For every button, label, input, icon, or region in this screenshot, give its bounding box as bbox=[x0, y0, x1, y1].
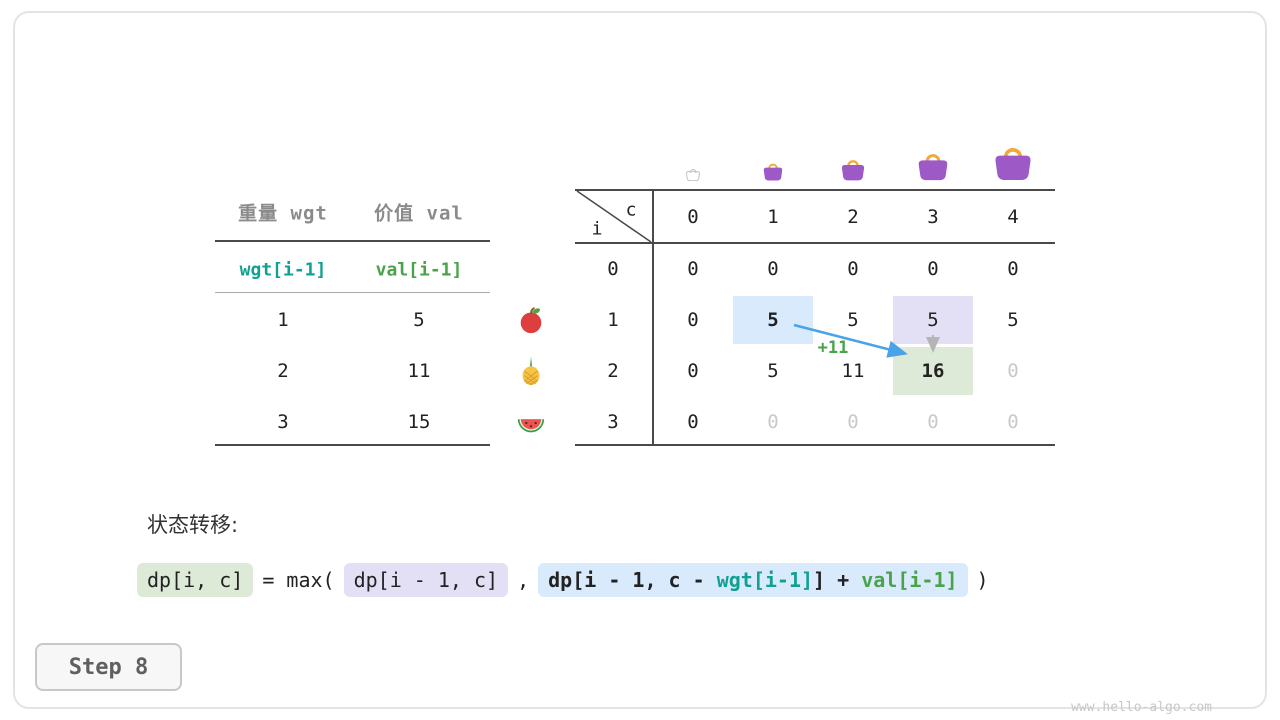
dp-cell-0-4: 0 bbox=[1007, 258, 1019, 280]
dp-cell-2-0: 0 bbox=[687, 360, 699, 382]
dp-cell-1-3: 5 bbox=[927, 309, 939, 331]
formula-arg2-wgt: wgt[i-1] bbox=[716, 568, 814, 592]
item-table-formula-divider bbox=[215, 292, 490, 293]
dp-col-header-1: 1 bbox=[767, 206, 779, 228]
dp-table-top-divider bbox=[575, 189, 1055, 191]
item-wgt-2: 2 bbox=[277, 360, 289, 382]
transition-label: 状态转移: bbox=[147, 513, 239, 537]
dp-table-bottom-divider bbox=[575, 444, 1055, 446]
dp-cell-3-2: 0 bbox=[847, 411, 859, 433]
dp-cell-0-3: 0 bbox=[927, 258, 939, 280]
bag-small-icon bbox=[762, 161, 785, 181]
dp-col-header-3: 3 bbox=[927, 206, 939, 228]
bag-xlarge-icon bbox=[991, 143, 1035, 181]
item-table-header-weight: 重量 wgt bbox=[238, 202, 328, 225]
dp-cell-0-2: 0 bbox=[847, 258, 859, 280]
dp-cell-0-1: 0 bbox=[767, 258, 779, 280]
dp-cell-2-1: 5 bbox=[767, 360, 779, 382]
dp-cell-2-3: 16 bbox=[921, 360, 945, 382]
item-wgt-3: 3 bbox=[277, 411, 289, 433]
dp-col-header-2: 2 bbox=[847, 206, 859, 228]
item-table-header-divider bbox=[215, 240, 490, 242]
dp-row-header-1: 1 bbox=[607, 309, 619, 331]
formula-arg2: dp[i - 1, c - wgt[i-1]] + val[i-1] bbox=[538, 563, 968, 597]
dp-cell-2-4: 0 bbox=[1007, 360, 1019, 382]
dp-cell-3-0: 0 bbox=[687, 411, 699, 433]
dp-corner-row-var: i bbox=[591, 218, 603, 240]
item-val-1: 5 bbox=[413, 309, 425, 331]
apple-icon bbox=[516, 305, 546, 335]
item-table-bottom-divider bbox=[215, 444, 490, 446]
dp-table-vertical-divider bbox=[652, 189, 654, 446]
dp-row-header-3: 3 bbox=[607, 411, 619, 433]
bag-medium-icon bbox=[839, 157, 867, 181]
watermelon-icon bbox=[516, 407, 546, 437]
pineapple-icon bbox=[516, 356, 546, 386]
transition-formula: dp[i, c] = max( dp[i - 1, c] , dp[i - 1,… bbox=[137, 563, 989, 597]
item-val-2: 11 bbox=[407, 360, 431, 382]
formula-arg2-val: val[i-1] bbox=[861, 568, 958, 592]
formula-arg1: dp[i - 1, c] bbox=[343, 563, 509, 597]
item-wgt-1: 1 bbox=[277, 309, 289, 331]
dp-cell-3-3: 0 bbox=[927, 411, 939, 433]
formula-eq-max: = max( bbox=[262, 568, 335, 592]
dp-cell-3-4: 0 bbox=[1007, 411, 1019, 433]
dp-row-header-0: 0 bbox=[607, 258, 619, 280]
watermark: www.hello-algo.com bbox=[1071, 700, 1212, 715]
dp-table-header-divider bbox=[575, 242, 1055, 244]
formula-lhs: dp[i, c] bbox=[137, 563, 254, 597]
formula-comma: , bbox=[517, 568, 530, 592]
dp-col-header-0: 0 bbox=[687, 206, 699, 228]
step-badge: Step 8 bbox=[35, 643, 182, 691]
item-table-wgt-formula: wgt[i-1] bbox=[239, 259, 327, 281]
bag-large-icon bbox=[915, 150, 951, 181]
dp-cell-1-0: 0 bbox=[687, 309, 699, 331]
step-badge-label: Step 8 bbox=[68, 654, 149, 680]
dp-cell-1-4: 5 bbox=[1007, 309, 1019, 331]
formula-close-paren: ) bbox=[976, 568, 989, 592]
dp-corner-col-var: c bbox=[625, 199, 637, 221]
dp-cell-3-1: 0 bbox=[767, 411, 779, 433]
formula-arg2-mid: ] + bbox=[813, 568, 862, 592]
dp-cell-0-0: 0 bbox=[687, 258, 699, 280]
item-table-val-formula: val[i-1] bbox=[375, 259, 463, 281]
formula-arg2-prefix: dp[i - 1, c - bbox=[548, 568, 717, 592]
dp-cell-1-2: 5 bbox=[847, 309, 859, 331]
bag-outline-icon bbox=[685, 167, 701, 182]
figure-card bbox=[13, 11, 1267, 709]
dp-cell-1-1: 5 bbox=[767, 309, 779, 331]
item-val-3: 15 bbox=[407, 411, 431, 433]
item-table-header-value: 价值 val bbox=[374, 202, 464, 225]
dp-col-header-4: 4 bbox=[1007, 206, 1019, 228]
transition-annotation: +11 bbox=[817, 338, 849, 358]
dp-cell-2-2: 11 bbox=[841, 360, 865, 382]
dp-row-header-2: 2 bbox=[607, 360, 619, 382]
